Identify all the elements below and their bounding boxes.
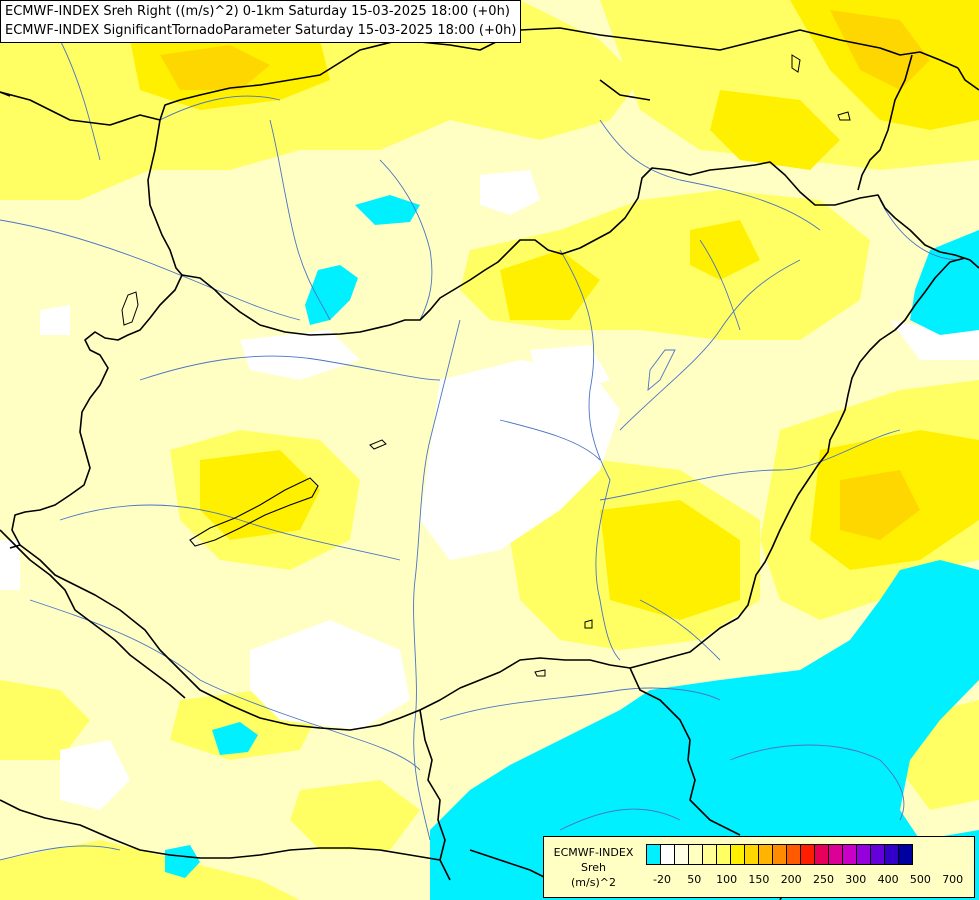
- legend-label-1: 50: [687, 873, 702, 886]
- legend-title-line1: ECMWF-INDEX: [553, 846, 634, 859]
- map-title-line1: ECMWF-INDEX Sreh Right ((m/s)^2) 0-1km S…: [5, 4, 510, 19]
- legend-label-9: 700: [942, 873, 964, 886]
- legend-color-bar: [646, 844, 913, 865]
- legend-title-line3: (m/s)^2: [571, 876, 616, 889]
- legend-swatch-12: [814, 844, 829, 865]
- legend-swatch-11: [800, 844, 815, 865]
- legend-label-5: 250: [813, 873, 834, 886]
- legend-swatch-17: [884, 844, 899, 865]
- legend-swatch-8: [758, 844, 773, 865]
- white-fill-areas: [0, 170, 979, 810]
- lake-outline-small: [369, 439, 387, 450]
- rivers: [0, 39, 961, 861]
- legend-swatch-14: [842, 844, 857, 865]
- legend-swatch-9: [772, 844, 787, 865]
- map-title-line2: ECMWF-INDEX SignificantTornadoParameter …: [5, 23, 517, 38]
- legend-labels: -20 50 100 150 200 250 300 400 500 700: [644, 873, 974, 889]
- legend-label-2: 100: [716, 873, 738, 886]
- legend-title: ECMWF-INDEX Sreh (m/s)^2: [546, 845, 641, 890]
- small-outlines: [534, 54, 851, 677]
- gold-fill-areas: [130, 0, 979, 620]
- legend-swatch-5: [716, 844, 731, 865]
- legend-label-8: 500: [909, 873, 931, 886]
- legend-swatch-0: [646, 844, 661, 865]
- legend-label-6: 300: [845, 873, 867, 886]
- legend-swatch-1: [660, 844, 675, 865]
- legend-swatch-3: [688, 844, 703, 865]
- lake-outline: [189, 477, 319, 547]
- color-legend: ECMWF-INDEX Sreh (m/s)^2 -20 50 100 150 200 2…: [543, 836, 975, 898]
- legend-label-7: 400: [877, 873, 899, 886]
- cyan-fill-areas: [165, 195, 979, 900]
- map-title-box: ECMWF-INDEX Sreh Right ((m/s)^2) 0-1km S…: [0, 0, 522, 43]
- legend-swatch-18: [898, 844, 913, 865]
- legend-label-4: 200: [780, 873, 802, 886]
- legend-swatch-16: [870, 844, 885, 865]
- legend-swatch-10: [786, 844, 801, 865]
- legend-swatch-7: [744, 844, 759, 865]
- legend-title-line2: Sreh: [580, 861, 606, 874]
- legend-swatch-6: [730, 844, 745, 865]
- legend-swatch-13: [828, 844, 843, 865]
- lake-outline-neusiedl: [121, 291, 139, 326]
- legend-swatch-2: [674, 844, 689, 865]
- country-borders: [0, 27, 979, 900]
- legend-label-0: -20: [653, 873, 671, 886]
- legend-swatch-15: [856, 844, 871, 865]
- legend-swatch-4: [702, 844, 717, 865]
- legend-label-3: 150: [748, 873, 770, 886]
